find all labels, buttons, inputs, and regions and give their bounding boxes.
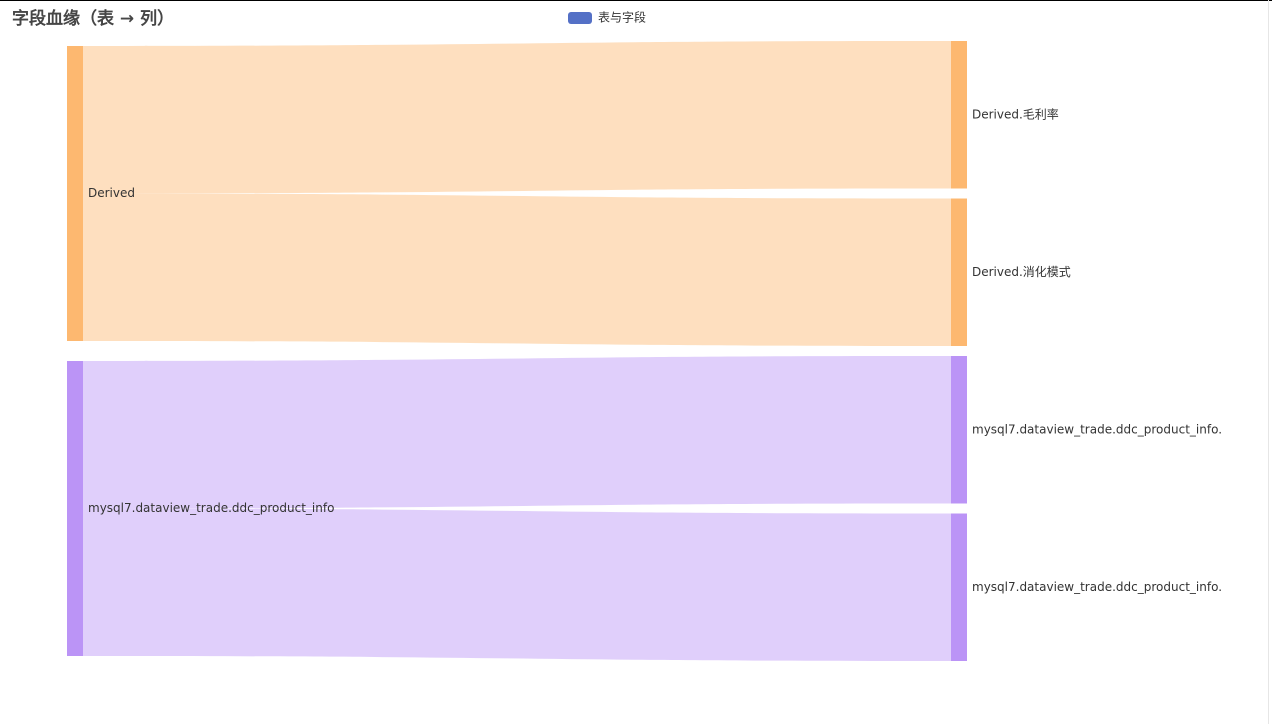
node-label: Derived.消化模式 — [972, 265, 1071, 279]
link — [83, 356, 951, 509]
link — [83, 193, 951, 346]
legend-item[interactable]: 表与字段 — [568, 10, 646, 25]
node — [951, 356, 967, 504]
node-label: mysql7.dataview_trade.ddc_product_info. — [972, 580, 1222, 594]
node-label: mysql7.dataview_trade.ddc_product_info — [88, 501, 334, 515]
link — [83, 41, 951, 194]
node — [67, 46, 83, 341]
node-label: Derived — [88, 186, 135, 200]
chart-title: 字段血缘（表 → 列） — [12, 8, 174, 29]
links — [83, 41, 951, 661]
link — [83, 508, 951, 661]
nodes: Derived mysql7.dataview_trade.ddc_product… — [67, 41, 1222, 661]
legend-label: 表与字段 — [598, 10, 646, 25]
legend-swatch — [568, 12, 592, 24]
node — [951, 513, 967, 661]
node-label: mysql7.dataview_trade.ddc_product_info. — [972, 422, 1222, 436]
node — [67, 361, 83, 656]
node — [951, 198, 967, 346]
node-label: Derived.毛利率 — [972, 106, 1059, 121]
node — [951, 41, 967, 189]
